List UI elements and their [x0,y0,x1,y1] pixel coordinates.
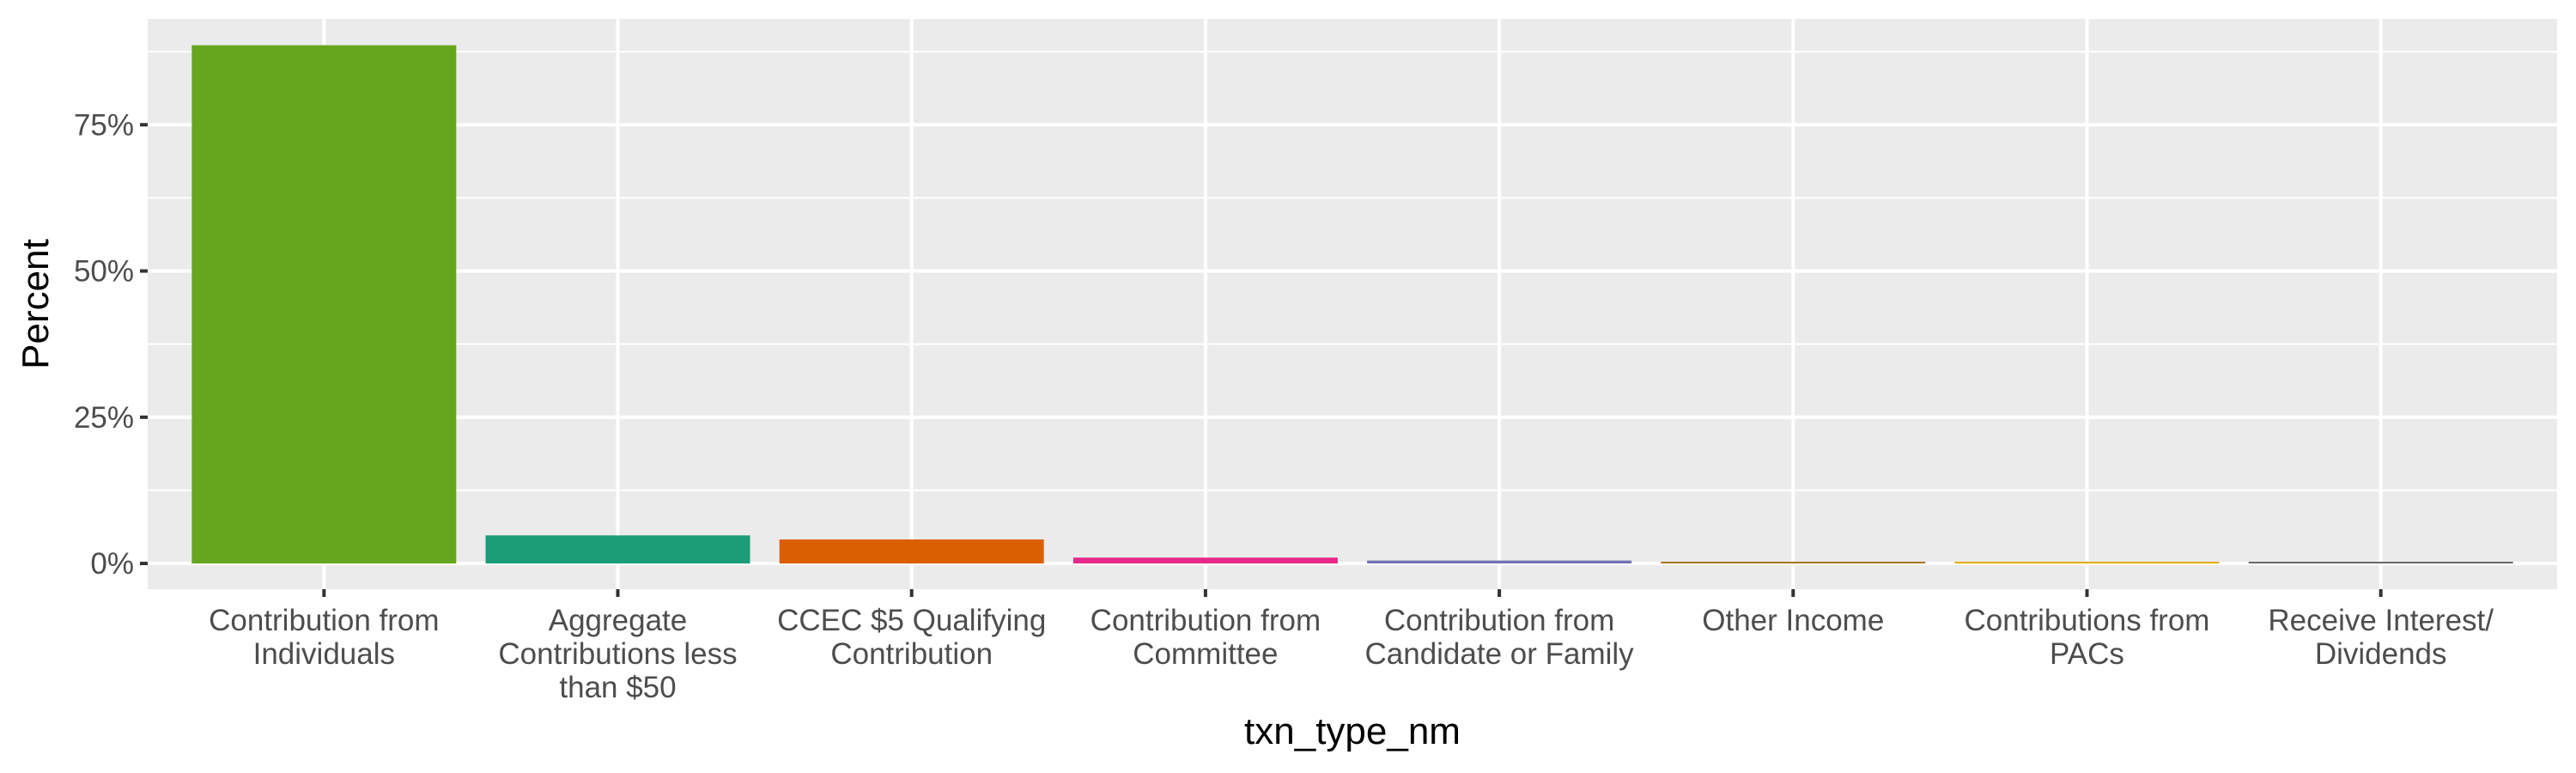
x-axis-title: txn_type_nm [1244,710,1461,752]
x-tick-label-line: Contributions from [1965,604,2210,637]
bar [1954,562,2220,564]
bar [779,539,1044,564]
x-tick-label-line: Contributions less [498,637,737,671]
x-tick-label: Other Income [1702,604,1884,637]
bar [1072,557,1338,564]
x-tick-label-line: Other Income [1702,604,1884,637]
y-tick-label: 25% [74,401,134,435]
x-tick-label-line: Committee [1133,637,1278,671]
minor-gridlines [148,51,2557,491]
bar [2248,562,2513,564]
y-tick-label: 75% [74,108,134,142]
x-tick-label-line: Contribution from [1384,604,1614,637]
x-tick-label-line: CCEC $5 Qualifying [777,604,1046,637]
x-tick-label: Contribution from Individuals [209,604,439,671]
bar [485,535,750,564]
x-tick-label: CCEC $5 Qualifying Contribution [777,604,1046,671]
x-tick-label: Contribution from Candidate or Family [1364,604,1634,671]
x-tick-label-line: Contribution from [209,604,439,637]
x-tick-label-line: Contribution [830,637,993,671]
bars [191,45,2513,564]
bar [1367,560,1632,564]
plot-panel [148,19,2557,589]
x-tick-label-line: Aggregate [549,604,688,637]
x-tick-label-line: PACs [2050,637,2124,671]
x-tick-label: Contribution from Committee [1091,604,1321,671]
x-tick-label: Aggregate Contributions less than $50 [498,604,737,704]
bar [191,45,457,564]
x-tick-label-line: Individuals [253,637,395,671]
bar [1661,561,1926,564]
y-tick-label: 0% [90,547,134,581]
x-tick-label-line: Dividends [2315,637,2447,671]
y-axis-title: Percent [15,239,57,369]
x-tick-label-line: Candidate or Family [1364,637,1634,671]
x-tick-label-line: than $50 [559,671,676,704]
major-gridlines [148,19,2557,589]
x-tick-label: Receive Interest/Dividends [2268,604,2494,671]
x-tick-label-line: Contribution from [1091,604,1321,637]
x-tick-label-line: Receive Interest/ [2268,604,2494,637]
y-tick-label: 50% [74,255,134,289]
y-axis: 0% 25% 50% 75% [74,108,148,581]
x-tick-label: Contributions from PACs [1965,604,2210,671]
